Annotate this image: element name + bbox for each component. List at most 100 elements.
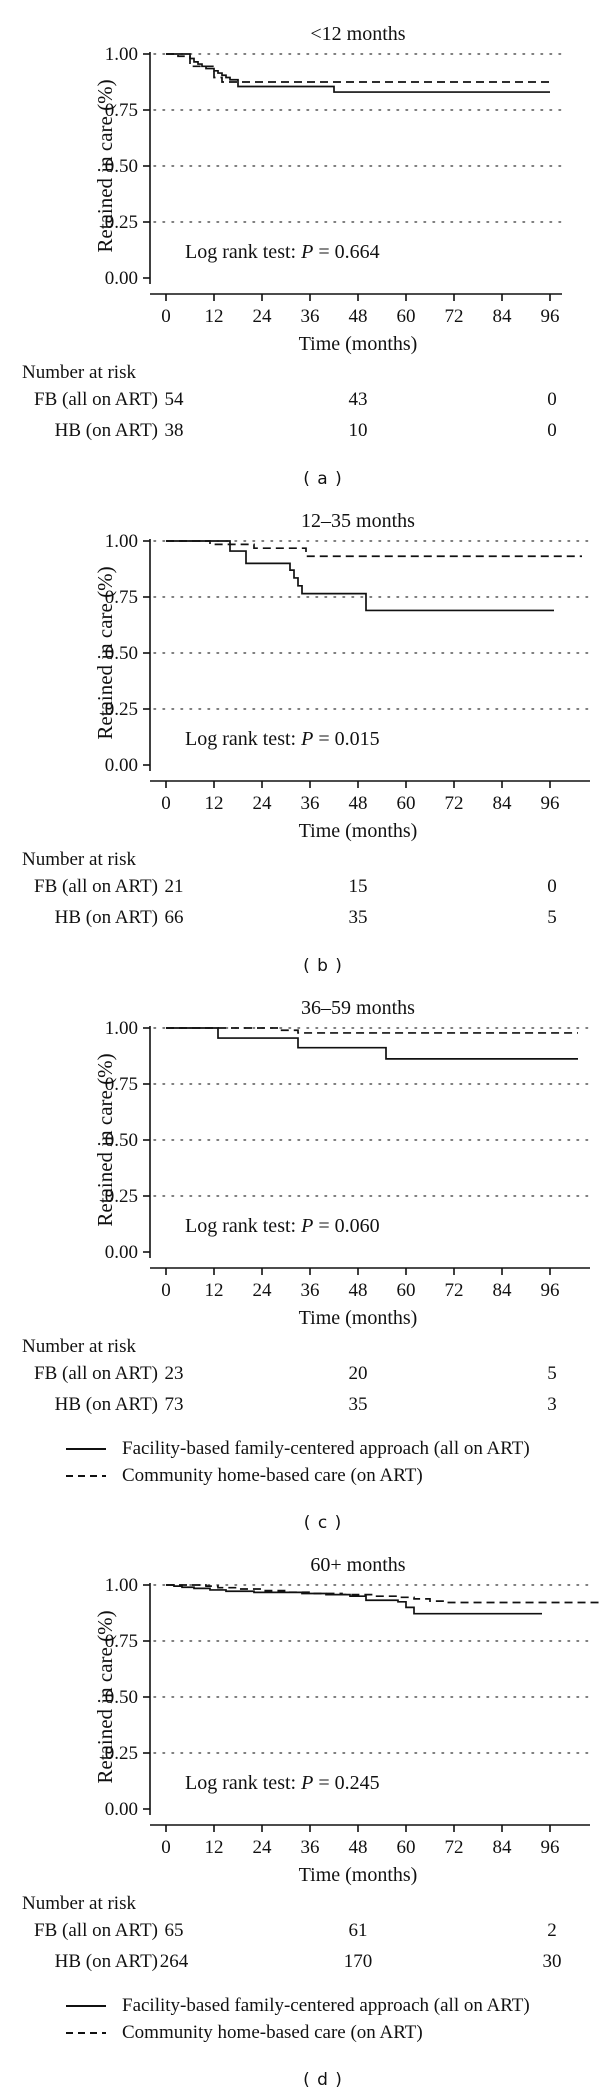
dashed-line-swatch-icon [66,2031,106,2034]
risk-row-label: FB (all on ART) [34,1920,158,1941]
panel-b: 12–35 months Retained in care (%) 1.00 0.… [0,493,600,980]
x-tick-label: 72 [445,793,464,814]
log-rank-annotation: Log rank test: P = 0.060 [185,1215,380,1237]
legend-item-solid: Facility-based family-centered approach … [64,1992,600,2019]
risk-row: HB (on ART) 38 10 0 [0,418,600,445]
y-tick-label: 0.75 [105,1631,138,1652]
risk-count: 35 [348,1394,368,1415]
x-tick-label: 72 [445,306,464,327]
legend-label-community: Community home-based care (on ART) [122,1464,423,1486]
km-curve-hb-dashed [166,1584,600,1604]
chart-title: 60+ months [310,1554,405,1576]
y-tick-label: 0.00 [105,268,138,289]
x-tick-label: 72 [445,1280,464,1301]
curves [166,1584,600,1615]
number-at-risk-table: Number at risk FB (all on ART) 54 43 0 HB (o… [0,360,600,445]
y-axis-label: Retained in care (%) [93,1610,117,1783]
y-tick-label: 0.25 [105,699,138,720]
number-at-risk-table: Number at risk FB (all on ART) 65 61 2 HB (o… [0,1891,600,1976]
y-tick-label: 0.00 [105,755,138,776]
legend-item-dashed: Community home-based care (on ART) [64,2019,600,2046]
risk-count: 0 [547,876,557,897]
risk-count: 43 [348,389,368,410]
axes: 1.00 0.75 0.50 0.25 0.00 0 12 24 36 48 60 72 84 96 [105,1575,591,1858]
y-tick-label: 0.75 [105,100,138,121]
x-tick-label: 96 [541,1280,560,1301]
risk-count: 5 [547,907,557,928]
y-axis-label: Retained in care (%) [93,566,117,739]
km-curve-hb-dashed [166,1027,578,1034]
risk-row-label: HB (on ART) [54,1394,158,1415]
y-axis-label: Retained in care (%) [93,79,117,252]
km-curve-fb-solid [166,53,550,93]
panel-letter-b: ( b ) [303,956,343,976]
x-tick-label: 0 [161,306,171,327]
x-axis-label: Time (months) [299,820,418,842]
km-curve-hb-dashed [166,540,582,558]
chart-title: <12 months [310,23,405,45]
solid-line-swatch-icon [66,2004,106,2007]
x-tick-label: 24 [253,793,273,814]
risk-row: HB (on ART) 66 35 5 [0,905,600,932]
risk-count: 3 [547,1394,557,1415]
x-tick-label: 36 [301,1837,320,1858]
risk-row-label: HB (on ART) [54,907,158,928]
y-tick-label: 1.00 [105,531,138,552]
curves [166,540,582,612]
x-tick-label: 12 [205,1280,224,1301]
risk-table-header: Number at risk [22,849,136,870]
risk-row-label: FB (all on ART) [34,389,158,410]
risk-row: FB (all on ART) 65 61 2 [0,1918,600,1945]
km-curve-fb-solid [166,1027,578,1060]
risk-row-label: FB (all on ART) [34,1363,158,1384]
number-at-risk-table: Number at risk FB (all on ART) 21 15 0 HB (o… [0,847,600,932]
log-rank-annotation: Log rank test: P = 0.245 [185,1772,380,1794]
risk-rows: FB (all on ART) 23 20 5 HB (on ART) 73 35 3 [0,1361,600,1419]
y-tick-label: 0.50 [105,1687,138,1708]
x-tick-label: 60 [397,1837,416,1858]
axes: 1.00 0.75 0.50 0.25 0.00 0 12 24 36 48 60 72 84 96 [105,531,591,814]
risk-count: 66 [164,907,184,928]
legend-label-facility: Facility-based family-centered approach … [122,1994,530,2016]
risk-count: 21 [164,876,184,897]
risk-count: 5 [547,1363,557,1384]
panel-letter-c: ( c ) [303,1513,343,1533]
legend-label-facility: Facility-based family-centered approach … [122,1437,530,1459]
panel-letter-d: ( d ) [303,2070,343,2090]
x-tick-label: 12 [205,1837,224,1858]
risk-table-header: Number at risk [22,1336,136,1357]
curves [166,53,550,93]
risk-count: 35 [348,907,368,928]
log-rank-annotation: Log rank test: P = 0.664 [185,241,380,263]
x-tick-label: 60 [397,306,416,327]
risk-row-label: FB (all on ART) [34,876,158,897]
risk-row: HB (on ART) 73 35 3 [0,1392,600,1419]
dashed-line-swatch-icon [66,1474,106,1477]
km-chart-under-12-months: <12 months Retained in care (%) 1.00 0.75… [93,23,563,355]
risk-count: 264 [159,1951,189,1972]
y-tick-label: 0.50 [105,1130,138,1151]
x-tick-label: 84 [493,1837,513,1858]
solid-line-swatch-icon [66,1447,106,1450]
x-tick-label: 36 [301,1280,320,1301]
km-curve-hb-dashed [166,53,550,83]
risk-row: FB (all on ART) 54 43 0 [0,387,600,414]
risk-table-header: Number at risk [22,362,136,383]
curves [166,1027,578,1060]
x-tick-label: 0 [161,793,171,814]
panel-c: 36–59 months Retained in care (%) 1.00 0.… [0,980,600,1537]
legend-item-dashed: Community home-based care (on ART) [64,1462,600,1489]
risk-count: 10 [348,420,368,441]
x-tick-label: 60 [397,793,416,814]
axes: 1.00 0.75 0.50 0.25 0.00 0 12 24 36 48 60 72 84 96 [105,44,563,327]
x-tick-label: 96 [541,793,560,814]
legend-label-community: Community home-based care (on ART) [122,2021,423,2043]
x-tick-label: 24 [253,306,273,327]
log-rank-annotation: Log rank test: P = 0.015 [185,728,380,750]
x-tick-label: 0 [161,1280,171,1301]
risk-row: HB (on ART) 264 170 30 [0,1949,600,1976]
risk-count: 54 [164,389,184,410]
risk-count: 38 [164,420,184,441]
x-tick-label: 96 [541,306,560,327]
x-tick-label: 84 [493,1280,513,1301]
